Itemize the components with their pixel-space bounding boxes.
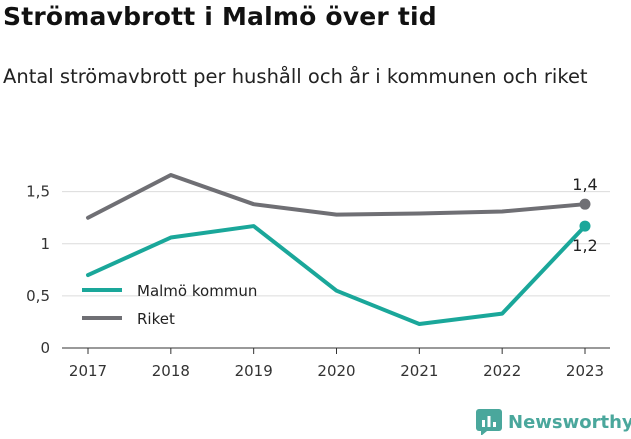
x-axis-labels: 2017 2018 2019 2020 2021 2022 2023 — [69, 362, 604, 380]
series-line — [86, 173, 587, 220]
y-tick-label: 1,5 — [26, 183, 50, 201]
series-lines: 1,2 1,4 — [86, 173, 598, 327]
y-tick-label: 0,5 — [26, 287, 50, 305]
y-axis-labels: 0 0,5 1 1,5 — [26, 183, 50, 357]
x-axis — [62, 347, 610, 354]
x-tick-label: 2017 — [69, 362, 107, 380]
newsworthy-chart-icon — [476, 409, 502, 435]
chart-title: Strömavbrott i Malmö över tid — [3, 2, 437, 31]
legend-label: Malmö kommun — [137, 282, 257, 300]
end-point-marker — [579, 198, 591, 210]
x-tick-label: 2021 — [400, 362, 438, 380]
y-tick-label: 1 — [40, 235, 50, 253]
y-tick-label: 0 — [40, 339, 50, 357]
x-tick-label: 2020 — [317, 362, 355, 380]
x-tick-label: 2018 — [152, 362, 190, 380]
x-tick-label: 2023 — [566, 362, 604, 380]
end-point-marker — [579, 220, 591, 232]
legend: Malmö kommun Riket — [82, 282, 257, 328]
legend-label: Riket — [137, 310, 175, 328]
data-label: 1,4 — [572, 175, 597, 194]
brand-name: Newsworthy — [508, 411, 631, 433]
series-line — [86, 224, 587, 327]
chart-subtitle: Antal strömavbrott per hushåll och år i … — [3, 65, 588, 88]
data-label: 1,2 — [572, 236, 597, 255]
x-tick-label: 2022 — [483, 362, 521, 380]
newsworthy-logo: Newsworthy — [476, 408, 631, 436]
x-tick-label: 2019 — [235, 362, 273, 380]
